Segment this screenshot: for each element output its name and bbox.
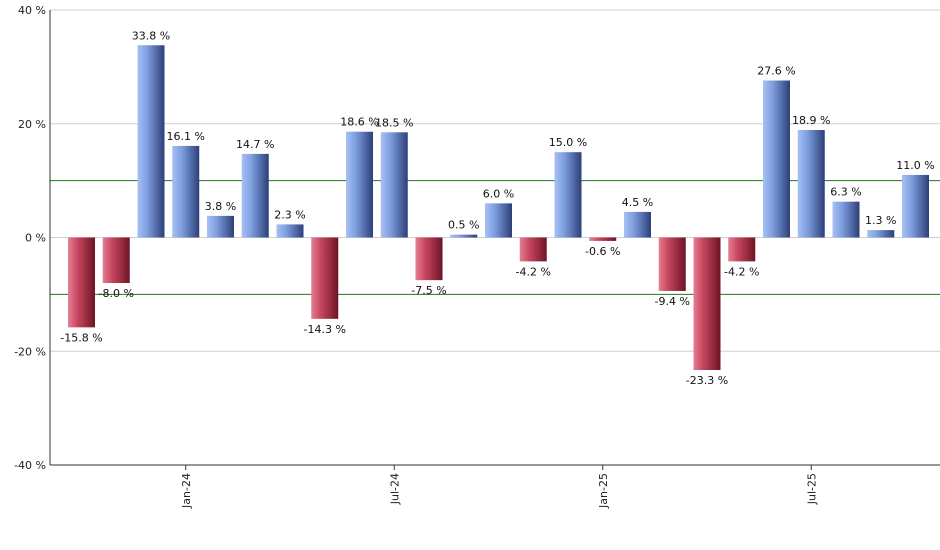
data-label: -9.4 % xyxy=(655,295,690,308)
bar-Oct-25 xyxy=(902,174,929,238)
data-label: -0.6 % xyxy=(585,245,620,258)
data-label: 3.8 % xyxy=(205,200,236,213)
data-label: 6.0 % xyxy=(483,187,514,200)
data-label: 27.6 % xyxy=(757,65,795,78)
data-label: 0.5 % xyxy=(448,219,479,232)
bar-Mar-24 xyxy=(241,153,269,238)
x-tick-label: Jan-24 xyxy=(180,473,193,509)
bar-Apr-25 xyxy=(693,237,721,371)
bar-Feb-24 xyxy=(207,215,234,238)
bar-Jan-25 xyxy=(589,237,617,241)
bar-Jul-24 xyxy=(380,132,408,238)
data-label: 18.9 % xyxy=(792,114,830,127)
data-label: 14.7 % xyxy=(236,138,274,151)
data-label: 16.1 % xyxy=(167,130,205,143)
data-label: -8.0 % xyxy=(99,287,134,300)
bar-Aug-24 xyxy=(415,237,443,281)
y-tick-label: 40 % xyxy=(18,4,46,17)
axes: -40 % -20 % 0 % 20 % 40 % Jan-24 Jul-24 Jan-25 J… xyxy=(14,4,940,509)
data-label: 11.0 % xyxy=(896,159,934,172)
data-label: -7.5 % xyxy=(411,284,446,297)
data-label: 2.3 % xyxy=(274,208,305,221)
data-label: 33.8 % xyxy=(132,29,170,42)
x-tick-label: Jul-25 xyxy=(805,473,818,505)
bar-Jun-25 xyxy=(763,80,790,238)
data-label: 4.5 % xyxy=(622,196,653,209)
bar-Sep-25 xyxy=(867,230,895,238)
data-label: -14.3 % xyxy=(304,323,346,336)
bar-Dec-24 xyxy=(554,152,582,238)
bar-Aug-25 xyxy=(832,201,860,238)
data-label: 6.3 % xyxy=(830,186,861,199)
x-tick-label: Jul-24 xyxy=(388,473,401,505)
bar-Dec-23 xyxy=(137,45,165,238)
bar-Apr-24 xyxy=(276,224,304,238)
data-label: 18.5 % xyxy=(375,116,413,129)
data-label: 1.3 % xyxy=(865,214,896,227)
bar-Oct-24 xyxy=(485,203,512,238)
bar-Sep-24 xyxy=(450,234,478,238)
bar-Jun-24 xyxy=(346,131,373,238)
bar-Oct-23 xyxy=(68,237,95,328)
x-tick-label: Jan-25 xyxy=(597,473,610,509)
bar-Feb-25 xyxy=(624,211,651,238)
data-label: -4.2 % xyxy=(724,265,759,278)
data-label: -15.8 % xyxy=(60,331,102,344)
bars xyxy=(68,45,929,371)
bar-May-24 xyxy=(311,237,339,319)
data-label: -4.2 % xyxy=(516,265,551,278)
bar-Nov-23 xyxy=(102,237,130,283)
data-label: 18.6 % xyxy=(340,116,378,129)
bar-Jan-24 xyxy=(172,145,200,238)
bar-Nov-24 xyxy=(519,237,547,262)
y-tick-label: 20 % xyxy=(18,118,46,131)
y-tick-label: 0 % xyxy=(25,232,46,245)
bar-May-25 xyxy=(728,237,756,262)
data-label: 15.0 % xyxy=(549,136,587,149)
y-tick-label: -40 % xyxy=(14,459,46,472)
data-labels: -15.8 % -8.0 % 33.8 % 16.1 % 3.8 % 14.7 % 2.3 … xyxy=(60,29,934,387)
y-tick-label: -20 % xyxy=(14,345,46,358)
data-label: -23.3 % xyxy=(686,374,728,387)
bar-Mar-25 xyxy=(658,237,686,291)
bar-Jul-25 xyxy=(797,130,825,238)
